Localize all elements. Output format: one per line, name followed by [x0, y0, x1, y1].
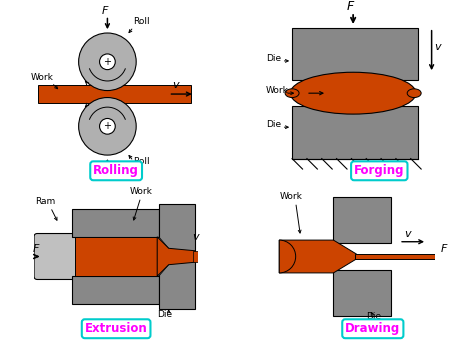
Text: $F$: $F$: [32, 241, 40, 253]
Text: $v$: $v$: [404, 229, 413, 239]
Text: Extrusion: Extrusion: [85, 322, 147, 335]
Text: Work: Work: [266, 86, 289, 95]
Text: $v$: $v$: [434, 42, 443, 52]
Text: Work: Work: [31, 73, 54, 82]
Text: +: +: [103, 57, 111, 67]
FancyBboxPatch shape: [333, 269, 391, 316]
Text: Die: Die: [266, 54, 281, 63]
Text: Work: Work: [279, 192, 302, 201]
Polygon shape: [157, 237, 195, 276]
Text: $v$: $v$: [191, 232, 201, 242]
Circle shape: [79, 97, 136, 155]
Text: Roll: Roll: [134, 157, 150, 166]
Text: $F$: $F$: [346, 0, 356, 13]
Text: Work: Work: [129, 187, 152, 196]
FancyBboxPatch shape: [34, 234, 82, 279]
Text: $F$: $F$: [101, 170, 110, 182]
Text: Die: Die: [366, 312, 382, 321]
FancyBboxPatch shape: [72, 276, 159, 304]
Text: Die: Die: [157, 310, 172, 319]
FancyBboxPatch shape: [75, 237, 157, 276]
FancyBboxPatch shape: [37, 86, 191, 103]
Circle shape: [100, 118, 115, 134]
Text: Drawing: Drawing: [345, 322, 401, 335]
Text: Ram: Ram: [35, 197, 55, 206]
FancyBboxPatch shape: [333, 197, 391, 244]
FancyBboxPatch shape: [355, 253, 440, 260]
FancyBboxPatch shape: [292, 28, 418, 80]
Wedge shape: [279, 240, 296, 273]
Polygon shape: [159, 237, 169, 276]
Ellipse shape: [285, 89, 299, 97]
Circle shape: [100, 54, 115, 70]
FancyBboxPatch shape: [292, 106, 418, 159]
Text: Die: Die: [266, 120, 281, 129]
Ellipse shape: [407, 89, 421, 97]
Text: $F$: $F$: [101, 4, 110, 16]
FancyBboxPatch shape: [72, 209, 159, 237]
Text: Roll: Roll: [134, 17, 150, 26]
Text: Rolling: Rolling: [93, 164, 139, 177]
Text: $F$: $F$: [440, 241, 449, 253]
Text: Forging: Forging: [354, 164, 404, 177]
FancyBboxPatch shape: [193, 251, 201, 262]
FancyBboxPatch shape: [159, 204, 195, 309]
Circle shape: [79, 33, 136, 91]
Text: $v$: $v$: [172, 80, 181, 90]
Polygon shape: [279, 240, 356, 273]
Text: +: +: [103, 121, 111, 131]
Ellipse shape: [291, 72, 416, 114]
